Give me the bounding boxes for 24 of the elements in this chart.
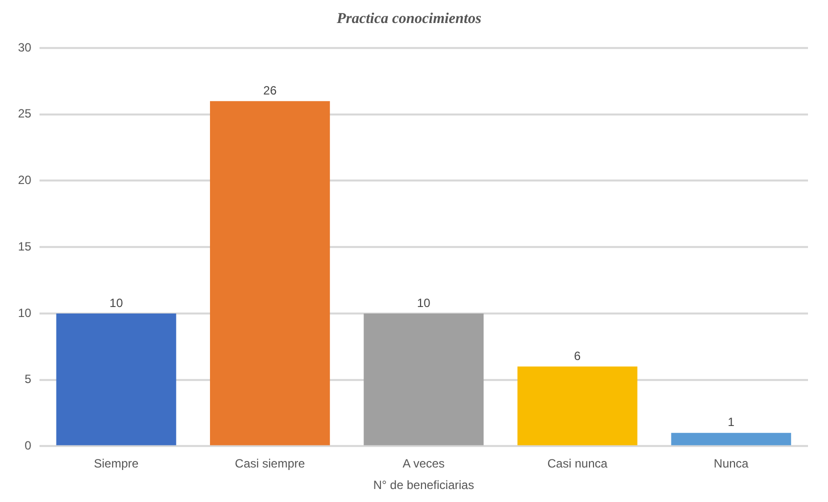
y-tick-label: 5 — [24, 372, 32, 386]
y-tick-label: 10 — [18, 306, 32, 320]
data-label: 10 — [110, 296, 124, 310]
bar — [364, 313, 484, 446]
y-tick-label: 30 — [18, 40, 32, 54]
chart-title: Practica conocimientos — [336, 10, 482, 27]
bar — [517, 366, 638, 446]
y-tick-label: 15 — [18, 239, 32, 254]
bar — [671, 432, 792, 446]
x-axis-title: N° de beneficiarias — [373, 478, 474, 492]
data-label: 26 — [263, 83, 277, 98]
x-tick-label: A veces — [402, 456, 445, 471]
x-tick-label: Nunca — [714, 456, 749, 471]
y-tick-label: 20 — [18, 173, 32, 188]
y-tick-label: 25 — [18, 106, 32, 121]
data-label: 10 — [416, 296, 431, 310]
data-label: 6 — [574, 348, 582, 363]
x-tick-label: Casi siempre — [234, 456, 306, 471]
x-tick-label: Siempre — [94, 456, 139, 471]
y-tick-label: 0 — [24, 438, 32, 453]
data-label: 1 — [728, 415, 735, 430]
bar — [210, 101, 330, 446]
x-tick-label: Casi nunca — [547, 456, 608, 471]
bar — [56, 313, 176, 446]
